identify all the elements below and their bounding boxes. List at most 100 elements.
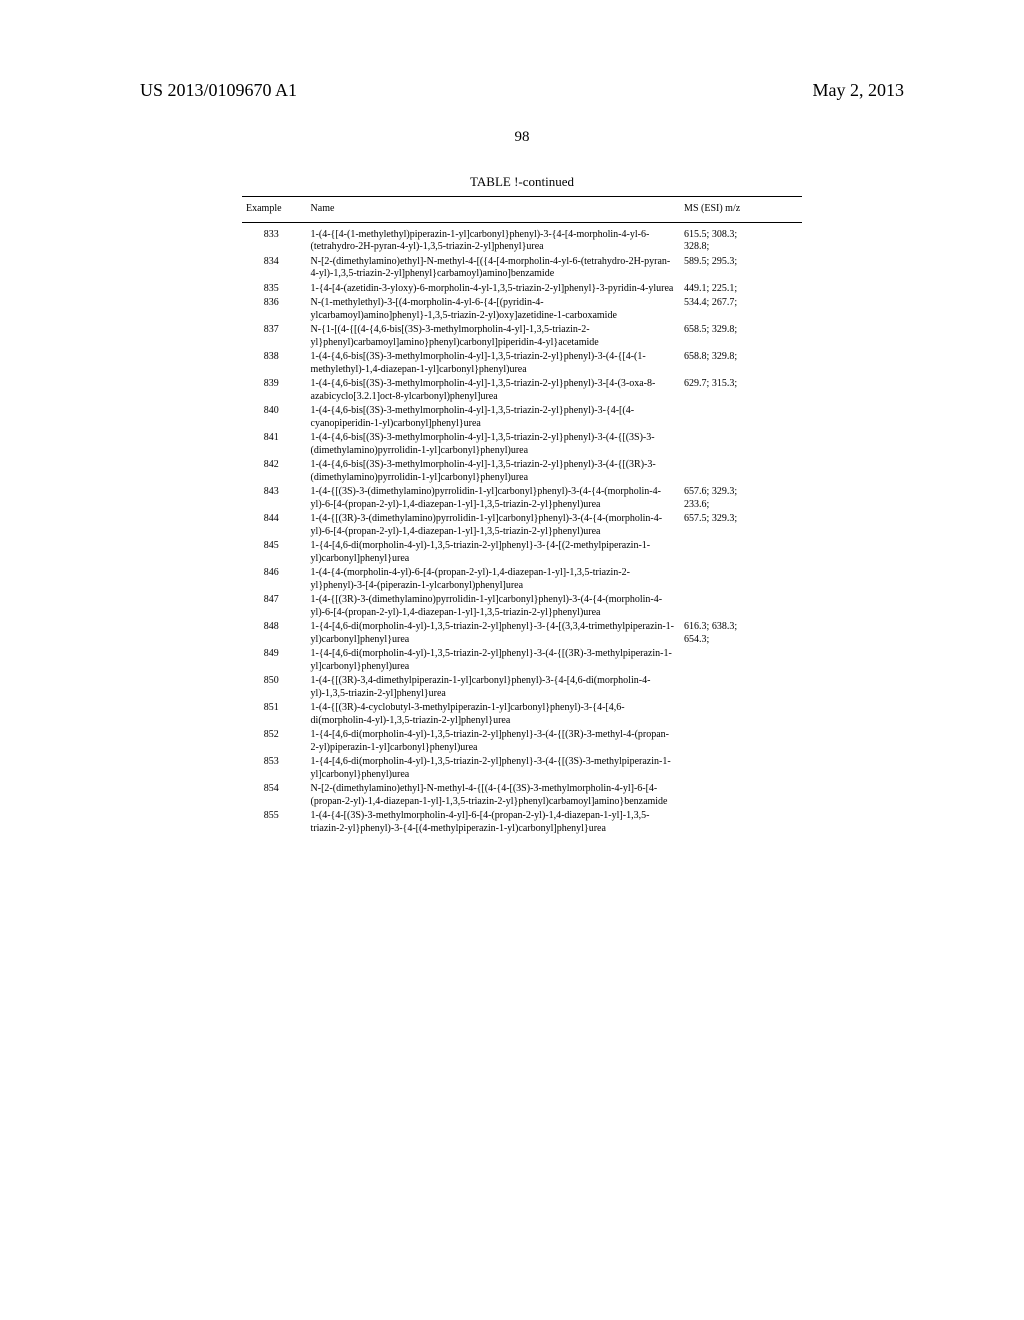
cell-example: 842 [242,458,307,485]
cell-name: 1-(4-{4,6-bis[(3S)-3-methylmorpholin-4-y… [307,404,681,431]
cell-example: 854 [242,782,307,809]
cell-example: 846 [242,566,307,593]
cell-name: 1-(4-{[(3S)-3-(dimethylamino)pyrrolidin-… [307,485,681,512]
cell-name: N-(1-methylethyl)-3-[(4-morpholin-4-yl-6… [307,296,681,323]
compounds-table: Example Name MS (ESI) m/z 8331-(4-{[4-(1… [242,196,802,836]
cell-name: 1-(4-{[(3R)-4-cyclobutyl-3-methylpiperaz… [307,701,681,728]
page-number: 98 [140,129,904,146]
cell-example: 838 [242,350,307,377]
cell-ms [680,566,802,593]
table-row: 8501-(4-{[(3R)-3,4-dimethylpiperazin-1-y… [242,674,802,701]
table-row: 8511-(4-{[(3R)-4-cyclobutyl-3-methylpipe… [242,701,802,728]
table-row: 8421-(4-{4,6-bis[(3S)-3-methylmorpholin-… [242,458,802,485]
cell-ms: 616.3; 638.3; 654.3; [680,620,802,647]
cell-example: 849 [242,647,307,674]
cell-ms [680,782,802,809]
cell-example: 833 [242,222,307,255]
cell-name: 1-{4-[4,6-di(morpholin-4-yl)-1,3,5-triaz… [307,620,681,647]
cell-ms [680,809,802,836]
cell-name: 1-(4-{4,6-bis[(3S)-3-methylmorpholin-4-y… [307,458,681,485]
cell-name: 1-(4-{4-(morpholin-4-yl)-6-[4-(propan-2-… [307,566,681,593]
cell-ms [680,728,802,755]
cell-ms [680,674,802,701]
cell-example: 834 [242,255,307,282]
table-row: 854N-[2-(dimethylamino)ethyl]-N-methyl-4… [242,782,802,809]
table-row: 837N-{1-[(4-{[(4-{4,6-bis[(3S)-3-methylm… [242,323,802,350]
table-row: 8391-(4-{4,6-bis[(3S)-3-methylmorpholin-… [242,377,802,404]
cell-example: 853 [242,755,307,782]
cell-name: 1-(4-{4,6-bis[(3S)-3-methylmorpholin-4-y… [307,377,681,404]
cell-name: N-[2-(dimethylamino)ethyl]-N-methyl-4-{[… [307,782,681,809]
table-row: 8521-{4-[4,6-di(morpholin-4-yl)-1,3,5-tr… [242,728,802,755]
publication-date: May 2, 2013 [813,80,905,101]
cell-ms [680,404,802,431]
cell-ms: 629.7; 315.3; [680,377,802,404]
cell-name: N-{1-[(4-{[(4-{4,6-bis[(3S)-3-methylmorp… [307,323,681,350]
table-caption: TABLE !-continued [140,174,904,190]
cell-name: 1-{4-[4,6-di(morpholin-4-yl)-1,3,5-triaz… [307,755,681,782]
cell-example: 847 [242,593,307,620]
cell-example: 845 [242,539,307,566]
table-row: 8531-{4-[4,6-di(morpholin-4-yl)-1,3,5-tr… [242,755,802,782]
cell-name: 1-(4-{4,6-bis[(3S)-3-methylmorpholin-4-y… [307,350,681,377]
cell-ms: 658.5; 329.8; [680,323,802,350]
table-row: 8331-(4-{[4-(1-methylethyl)piperazin-1-y… [242,222,802,255]
cell-ms: 615.5; 308.3; 328.8; [680,222,802,255]
cell-name: 1-(4-{[(3R)-3-(dimethylamino)pyrrolidin-… [307,593,681,620]
table-row: 8471-(4-{[(3R)-3-(dimethylamino)pyrrolid… [242,593,802,620]
cell-ms [680,647,802,674]
cell-ms [680,701,802,728]
cell-ms: 657.5; 329.3; [680,512,802,539]
cell-name: 1-{4-[4,6-di(morpholin-4-yl)-1,3,5-triaz… [307,539,681,566]
table-row: 8381-(4-{4,6-bis[(3S)-3-methylmorpholin-… [242,350,802,377]
table-row: 8401-(4-{4,6-bis[(3S)-3-methylmorpholin-… [242,404,802,431]
cell-example: 839 [242,377,307,404]
cell-example: 841 [242,431,307,458]
column-header-ms: MS (ESI) m/z [680,197,802,223]
cell-name: 1-(4-{[(3R)-3-(dimethylamino)pyrrolidin-… [307,512,681,539]
cell-example: 836 [242,296,307,323]
cell-ms: 658.8; 329.8; [680,350,802,377]
cell-name: 1-(4-{[(3R)-3,4-dimethylpiperazin-1-yl]c… [307,674,681,701]
table-row: 8451-{4-[4,6-di(morpholin-4-yl)-1,3,5-tr… [242,539,802,566]
cell-example: 835 [242,282,307,297]
page-header: US 2013/0109670 A1 May 2, 2013 [140,80,904,101]
cell-name: 1-{4-[4-(azetidin-3-yloxy)-6-morpholin-4… [307,282,681,297]
cell-ms [680,593,802,620]
column-header-example: Example [242,197,307,223]
cell-ms [680,458,802,485]
cell-example: 852 [242,728,307,755]
cell-name: 1-(4-{[4-(1-methylethyl)piperazin-1-yl]c… [307,222,681,255]
cell-name: 1-{4-[4,6-di(morpholin-4-yl)-1,3,5-triaz… [307,728,681,755]
cell-ms: 589.5; 295.3; [680,255,802,282]
table-row: 834N-[2-(dimethylamino)ethyl]-N-methyl-4… [242,255,802,282]
column-header-name: Name [307,197,681,223]
cell-ms: 534.4; 267.7; [680,296,802,323]
cell-name: 1-(4-{4-[(3S)-3-methylmorpholin-4-yl]-6-… [307,809,681,836]
cell-ms [680,755,802,782]
table-row: 8411-(4-{4,6-bis[(3S)-3-methylmorpholin-… [242,431,802,458]
cell-ms: 657.6; 329.3; 233.6; [680,485,802,512]
cell-example: 840 [242,404,307,431]
table-row: 8441-(4-{[(3R)-3-(dimethylamino)pyrrolid… [242,512,802,539]
cell-ms [680,539,802,566]
table-row: 8491-{4-[4,6-di(morpholin-4-yl)-1,3,5-tr… [242,647,802,674]
table-row: 8461-(4-{4-(morpholin-4-yl)-6-[4-(propan… [242,566,802,593]
cell-ms: 449.1; 225.1; [680,282,802,297]
cell-name: 1-(4-{4,6-bis[(3S)-3-methylmorpholin-4-y… [307,431,681,458]
cell-example: 844 [242,512,307,539]
page-container: US 2013/0109670 A1 May 2, 2013 98 TABLE … [0,0,1024,1320]
patent-number: US 2013/0109670 A1 [140,80,297,101]
table-row: 836N-(1-methylethyl)-3-[(4-morpholin-4-y… [242,296,802,323]
cell-name: N-[2-(dimethylamino)ethyl]-N-methyl-4-[(… [307,255,681,282]
cell-example: 851 [242,701,307,728]
cell-example: 855 [242,809,307,836]
cell-name: 1-{4-[4,6-di(morpholin-4-yl)-1,3,5-triaz… [307,647,681,674]
table-row: 8481-{4-[4,6-di(morpholin-4-yl)-1,3,5-tr… [242,620,802,647]
cell-example: 848 [242,620,307,647]
table-row: 8551-(4-{4-[(3S)-3-methylmorpholin-4-yl]… [242,809,802,836]
table-row: 8431-(4-{[(3S)-3-(dimethylamino)pyrrolid… [242,485,802,512]
cell-example: 837 [242,323,307,350]
table-row: 8351-{4-[4-(azetidin-3-yloxy)-6-morpholi… [242,282,802,297]
cell-example: 843 [242,485,307,512]
